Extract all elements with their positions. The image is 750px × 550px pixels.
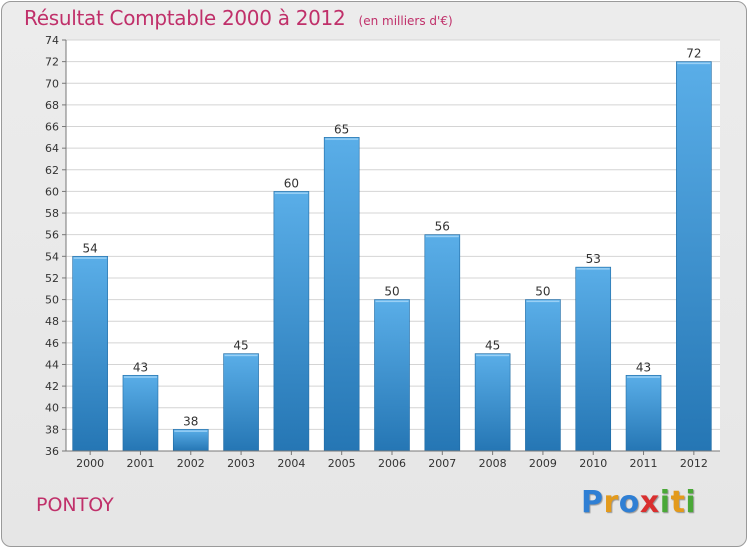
bar-highlight	[677, 62, 711, 65]
y-tick-label: 38	[45, 423, 59, 436]
logo-letter: t	[670, 485, 686, 520]
x-tick-label: 2005	[328, 457, 356, 470]
bar	[323, 137, 360, 452]
chart-subtitle: (en milliers d'€)	[358, 14, 453, 28]
bar-value-label: 56	[435, 220, 450, 234]
bar	[676, 61, 712, 452]
bar	[374, 299, 410, 452]
bar-value-label: 38	[183, 414, 198, 428]
x-tick-label: 2004	[277, 457, 305, 470]
x-tick-label: 2009	[529, 457, 557, 470]
bar-value-label: 50	[535, 285, 550, 299]
bar-highlight	[224, 354, 258, 357]
y-tick-label: 48	[45, 315, 59, 328]
y-tick-label: 54	[45, 250, 59, 263]
bar	[122, 374, 159, 452]
x-tick-label: 2010	[579, 457, 607, 470]
bar-value-label: 53	[586, 252, 601, 266]
y-tick-label: 74	[45, 34, 59, 47]
bar-value-label: 45	[233, 339, 248, 353]
x-tick-label: 2007	[428, 457, 456, 470]
bar-value-label: 50	[384, 285, 399, 299]
y-tick-label: 58	[45, 207, 59, 220]
chart-title: Résultat Comptable 2000 à 2012	[24, 6, 346, 30]
bar-value-label: 43	[133, 360, 148, 374]
y-tick-label: 52	[45, 272, 59, 285]
y-tick-label: 70	[45, 77, 59, 90]
bar	[424, 234, 461, 452]
bar-highlight	[476, 354, 510, 357]
bar-highlight	[627, 376, 661, 378]
bar	[223, 353, 259, 452]
bar-value-label: 54	[83, 241, 98, 255]
logo-letter: o	[618, 485, 640, 520]
logo-letter: r	[603, 485, 619, 520]
x-tick-label: 2006	[378, 457, 406, 470]
y-tick-label: 68	[45, 99, 59, 112]
y-tick-label: 64	[45, 142, 59, 155]
bar-value-label: 72	[686, 47, 701, 61]
logo-letter: i	[659, 485, 671, 520]
x-tick-label: 2011	[630, 457, 658, 470]
bar	[72, 256, 108, 452]
y-tick-label: 40	[45, 402, 59, 415]
logo-letter: P	[581, 485, 604, 520]
x-tick-label: 2003	[227, 457, 255, 470]
bar-highlight	[425, 235, 459, 238]
bar-highlight	[274, 192, 308, 194]
bar-value-label: 45	[485, 339, 500, 353]
y-tick-label: 42	[45, 380, 59, 393]
bar-value-label: 65	[334, 122, 349, 136]
bar	[172, 429, 209, 452]
bar	[625, 374, 662, 452]
bar-value-label: 43	[636, 360, 651, 374]
y-tick-label: 46	[45, 337, 59, 350]
y-tick-label: 60	[45, 185, 59, 198]
proxiti-logo: Proxiti	[581, 485, 696, 520]
bar	[474, 353, 511, 452]
logo-letter: x	[639, 485, 660, 520]
y-tick-label: 36	[45, 445, 59, 458]
y-tick-label: 56	[45, 229, 59, 242]
bar	[575, 266, 612, 452]
logo-letter: i	[685, 485, 697, 520]
x-tick-label: 2002	[177, 457, 205, 470]
y-tick-label: 62	[45, 164, 59, 177]
y-tick-label: 72	[45, 56, 59, 69]
commune-name: PONTOY	[36, 494, 114, 516]
y-tick-label: 44	[45, 358, 59, 371]
y-tick-label: 50	[45, 294, 59, 307]
bar-highlight	[576, 268, 610, 270]
x-tick-label: 2000	[76, 457, 104, 470]
bar-highlight	[375, 300, 409, 303]
x-tick-label: 2012	[680, 457, 708, 470]
bar	[273, 191, 310, 452]
bar-highlight	[526, 300, 560, 303]
bar-highlight	[123, 376, 157, 378]
bar-value-label: 60	[284, 176, 299, 190]
chart-header: Résultat Comptable 2000 à 2012 (en milli…	[24, 6, 453, 30]
bar-highlight	[325, 138, 359, 140]
bar-highlight	[73, 257, 107, 259]
bar-highlight	[174, 430, 208, 432]
bar	[525, 299, 561, 452]
x-tick-label: 2001	[126, 457, 154, 470]
x-tick-label: 2008	[479, 457, 507, 470]
y-tick-label: 66	[45, 121, 59, 134]
